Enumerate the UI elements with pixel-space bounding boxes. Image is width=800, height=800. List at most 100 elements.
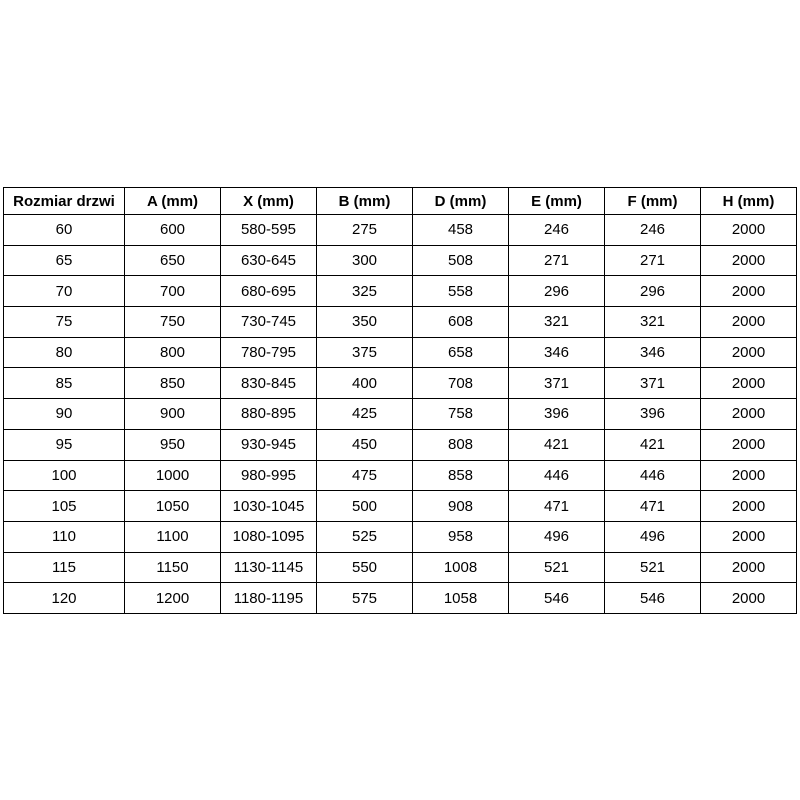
table-cell: 105 <box>3 490 125 522</box>
table-cell: 471 <box>604 490 701 522</box>
table-cell: 525 <box>316 520 413 553</box>
table-cell: 680-695 <box>220 275 317 308</box>
table-cell: 546 <box>604 582 701 614</box>
table-cell: 275 <box>316 214 413 246</box>
table-cell: 2000 <box>700 214 797 246</box>
table-cell: 2000 <box>700 428 797 461</box>
table-cell: 608 <box>412 306 509 338</box>
table-cell: 75 <box>3 306 125 338</box>
table-cell: 500 <box>316 490 413 522</box>
table-cell: 85 <box>3 367 125 400</box>
table-cell: 246 <box>508 214 605 246</box>
column-header: A (mm) <box>124 187 221 215</box>
table-cell: 396 <box>508 398 605 430</box>
table-cell: 858 <box>412 459 509 492</box>
table-cell: 758 <box>412 398 509 430</box>
table-cell: 450 <box>316 428 413 461</box>
table-cell: 346 <box>604 336 701 369</box>
table-cell: 120 <box>3 582 125 614</box>
column-header: F (mm) <box>604 187 701 215</box>
table-row: 110 1100 1080-1095 525 958 496 496 2000 <box>3 520 797 553</box>
table-cell: 830-845 <box>220 367 317 400</box>
table-cell: 808 <box>412 428 509 461</box>
table-cell: 446 <box>604 459 701 492</box>
table-cell: 1100 <box>124 520 221 553</box>
table-cell: 2000 <box>700 275 797 308</box>
table-cell: 1000 <box>124 459 221 492</box>
table-cell: 80 <box>3 336 125 369</box>
table-cell: 60 <box>3 214 125 246</box>
table-cell: 115 <box>3 551 125 584</box>
table-cell: 425 <box>316 398 413 430</box>
table-cell: 780-795 <box>220 336 317 369</box>
table-cell: 2000 <box>700 459 797 492</box>
table-cell: 246 <box>604 214 701 246</box>
table-cell: 880-895 <box>220 398 317 430</box>
table-cell: 2000 <box>700 582 797 614</box>
table-cell: 446 <box>508 459 605 492</box>
table-cell: 421 <box>604 428 701 461</box>
table-cell: 2000 <box>700 551 797 584</box>
table-cell: 650 <box>124 244 221 277</box>
table-cell: 580-595 <box>220 214 317 246</box>
table-cell: 558 <box>412 275 509 308</box>
table-row: 105 1050 1030-1045 500 908 471 471 2000 <box>3 490 797 522</box>
table-cell: 1150 <box>124 551 221 584</box>
column-header: Rozmiar drzwi <box>3 187 125 215</box>
column-header: E (mm) <box>508 187 605 215</box>
table-cell: 371 <box>508 367 605 400</box>
column-header: H (mm) <box>700 187 797 215</box>
table-cell: 421 <box>508 428 605 461</box>
table-cell: 508 <box>412 244 509 277</box>
table-cell: 375 <box>316 336 413 369</box>
table-cell: 908 <box>412 490 509 522</box>
table-cell: 475 <box>316 459 413 492</box>
table-cell: 2000 <box>700 367 797 400</box>
table-cell: 70 <box>3 275 125 308</box>
table-cell: 930-945 <box>220 428 317 461</box>
table-cell: 546 <box>508 582 605 614</box>
table-cell: 300 <box>316 244 413 277</box>
table-cell: 346 <box>508 336 605 369</box>
table-cell: 1180-1195 <box>220 582 317 614</box>
table-cell: 700 <box>124 275 221 308</box>
table-cell: 65 <box>3 244 125 277</box>
table-body: 60 600 580-595 275 458 246 246 2000 65 650 630-645… <box>3 214 797 614</box>
table-row: 65 650 630-645 300 508 271 271 2000 <box>3 244 797 277</box>
column-header: X (mm) <box>220 187 317 215</box>
table-cell: 2000 <box>700 244 797 277</box>
table-cell: 400 <box>316 367 413 400</box>
table-row: 100 1000 980-995 475 858 446 446 2000 <box>3 459 797 492</box>
door-dimensions-table: Rozmiar drzwi A (mm) X (mm) B (mm) D (mm) E (… <box>3 187 797 614</box>
table-cell: 850 <box>124 367 221 400</box>
table-head: Rozmiar drzwi A (mm) X (mm) B (mm) D (mm) E (… <box>3 187 797 215</box>
table-cell: 950 <box>124 428 221 461</box>
table-row: 115 1150 1130-1145 550 1008 521 521 2000 <box>3 551 797 584</box>
column-header: D (mm) <box>412 187 509 215</box>
table-cell: 900 <box>124 398 221 430</box>
table-cell: 800 <box>124 336 221 369</box>
table-cell: 371 <box>604 367 701 400</box>
table-cell: 321 <box>604 306 701 338</box>
table-cell: 110 <box>3 520 125 553</box>
table-cell: 321 <box>508 306 605 338</box>
table-row: 60 600 580-595 275 458 246 246 2000 <box>3 214 797 246</box>
table-cell: 100 <box>3 459 125 492</box>
table-cell: 630-645 <box>220 244 317 277</box>
table-header-row: Rozmiar drzwi A (mm) X (mm) B (mm) D (mm) E (… <box>3 187 797 215</box>
table-cell: 1008 <box>412 551 509 584</box>
table-cell: 980-995 <box>220 459 317 492</box>
table-cell: 750 <box>124 306 221 338</box>
table-cell: 95 <box>3 428 125 461</box>
table-row: 85 850 830-845 400 708 371 371 2000 <box>3 367 797 400</box>
table-cell: 1050 <box>124 490 221 522</box>
table-cell: 471 <box>508 490 605 522</box>
table-cell: 496 <box>508 520 605 553</box>
column-header: B (mm) <box>316 187 413 215</box>
table-row: 80 800 780-795 375 658 346 346 2000 <box>3 336 797 369</box>
table-cell: 271 <box>508 244 605 277</box>
table-cell: 2000 <box>700 398 797 430</box>
table-cell: 1130-1145 <box>220 551 317 584</box>
table-row: 90 900 880-895 425 758 396 396 2000 <box>3 398 797 430</box>
